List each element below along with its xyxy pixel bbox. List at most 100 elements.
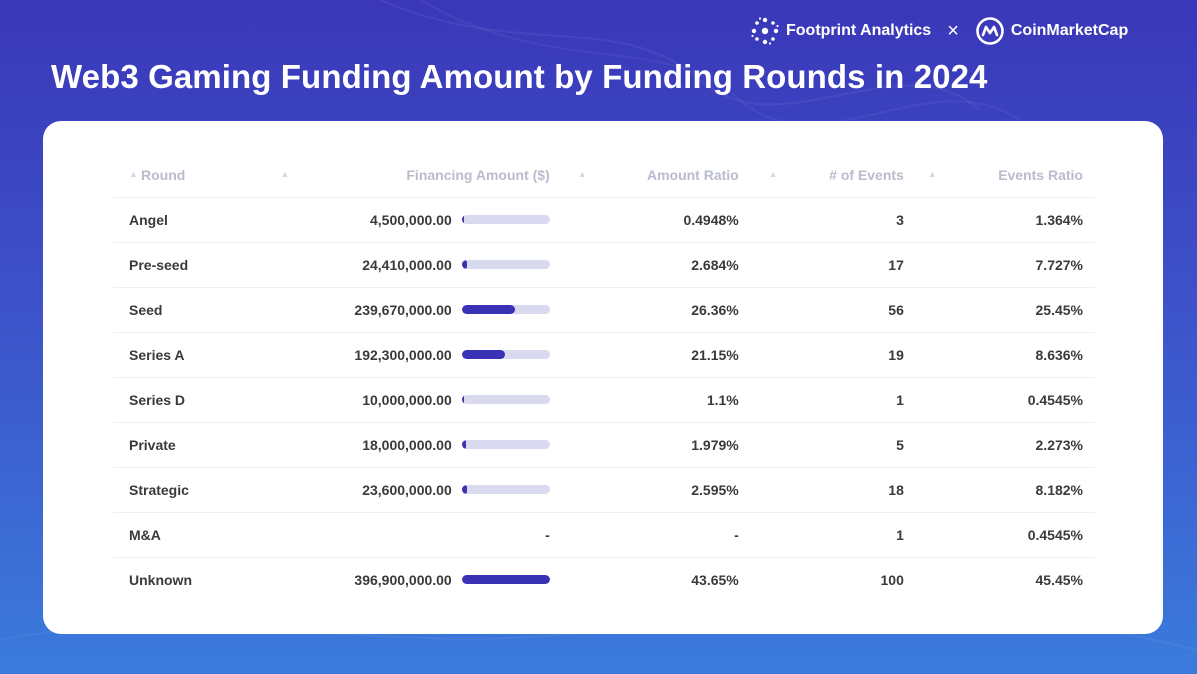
table-row: Private 18,000,000.00 1.979% 5 2.273%: [113, 421, 1095, 467]
amount-bar: [461, 485, 467, 494]
amount-value: 4,500,000.00: [369, 211, 452, 228]
amount-value: 23,600,000.00: [362, 481, 452, 498]
col-header-amount-ratio[interactable]: ▲ Amount Ratio: [562, 153, 751, 197]
col-header-events-ratio[interactable]: ▲ Events Ratio: [916, 153, 1095, 197]
amount-value: 239,670,000.00: [354, 301, 452, 318]
col-header-events-label: # of Events: [829, 166, 904, 183]
cell-events-ratio: 0.4545%: [915, 376, 1095, 422]
cell-amount-ratio: 2.595%: [561, 466, 751, 512]
table-row: Strategic 23,600,000.00 2.595% 18 8.182%: [113, 466, 1095, 512]
cell-events-ratio: 7.727%: [915, 241, 1095, 287]
sort-icon[interactable]: ▲: [577, 169, 587, 179]
amount-bar-track: [461, 305, 550, 314]
cell-financing-amount: 10,000,000.00: [272, 376, 562, 422]
cell-financing-amount: 23,600,000.00: [272, 466, 562, 512]
amount-value: 24,410,000.00: [362, 256, 452, 273]
table-row: Angel 4,500,000.00 0.4948% 3 1.364%: [113, 196, 1095, 242]
amount-bar-track: [461, 260, 550, 269]
amount-bar-track: [461, 350, 550, 359]
cell-round: Series A: [113, 331, 273, 377]
sort-icon[interactable]: ▲: [280, 169, 290, 179]
amount-bar: [461, 350, 505, 359]
table-body: Angel 4,500,000.00 0.4948% 3 1.364% Pre-seed 2…: [113, 196, 1095, 602]
cell-events: 1: [750, 376, 916, 422]
col-header-events-ratio-label: Events Ratio: [998, 166, 1083, 183]
cell-events-ratio: 25.45%: [915, 286, 1095, 332]
cell-events-ratio: 45.45%: [915, 556, 1095, 602]
amount-bar: [461, 440, 466, 449]
footprint-icon: [751, 17, 779, 45]
col-header-round-label: Round: [141, 166, 186, 183]
cell-round: M&A: [113, 511, 273, 557]
cell-financing-amount: 4,500,000.00: [272, 196, 562, 242]
amount-bar-track: [461, 440, 550, 449]
col-header-financing-amount[interactable]: ▲ Financing Amount ($): [272, 153, 561, 197]
amount-value: 192,300,000.00: [354, 346, 452, 363]
page-title: Web3 Gaming Funding Amount by Funding Ro…: [51, 58, 988, 95]
table-row: M&A - -1 0.4545%: [113, 511, 1095, 557]
cell-amount-ratio: -: [561, 511, 751, 557]
footprint-brand-name: Footprint Analytics: [786, 22, 932, 39]
cell-events-ratio: 8.182%: [915, 466, 1095, 512]
cell-round: Pre-seed: [113, 241, 273, 287]
cell-round: Strategic: [113, 466, 273, 512]
cell-events: 100: [750, 556, 916, 602]
cell-financing-amount: 24,410,000.00: [272, 241, 562, 287]
table-row: Unknown 396,900,000.00 43.65% 100 45.45%: [113, 556, 1095, 602]
col-header-amount-ratio-label: Amount Ratio: [646, 166, 739, 183]
amount-bar: [461, 575, 550, 585]
table-card: ▲ Round ▲ Financing Amount ($) ▲ Amount …: [43, 121, 1163, 634]
sort-icon[interactable]: ▲: [927, 169, 937, 179]
brand-separator: ×: [947, 19, 959, 42]
cell-round: Unknown: [113, 556, 273, 602]
coinmarketcap-icon: [976, 17, 1004, 45]
amount-bar-track: [461, 485, 550, 494]
table-header-row: ▲ Round ▲ Financing Amount ($) ▲ Amount …: [113, 153, 1095, 197]
footprint-logo: Footprint Analytics: [750, 16, 931, 46]
cell-financing-amount: 192,300,000.00: [272, 331, 562, 377]
amount-value: -: [545, 526, 550, 543]
cell-events: 19: [750, 331, 916, 377]
table-row: Pre-seed 24,410,000.00 2.684% 17 7.727%: [113, 241, 1095, 287]
cell-round: Private: [113, 421, 273, 467]
sort-icon[interactable]: ▲: [768, 169, 778, 179]
amount-bar-track: [461, 395, 550, 404]
cell-events: 1: [750, 511, 916, 557]
amount-bar: [461, 260, 467, 269]
cell-round: Angel: [113, 196, 273, 242]
sort-icon[interactable]: ▲: [129, 169, 138, 179]
col-header-events[interactable]: ▲ # of Events: [751, 153, 916, 197]
cell-events: 3: [750, 196, 916, 242]
cell-amount-ratio: 21.15%: [561, 331, 751, 377]
cell-amount-ratio: 2.684%: [561, 241, 751, 287]
cell-events-ratio: 0.4545%: [915, 511, 1095, 557]
cell-amount-ratio: 1.979%: [561, 421, 751, 467]
cell-financing-amount: 18,000,000.00: [272, 421, 562, 467]
cell-round: Seed: [113, 286, 273, 332]
col-header-financing-amount-label: Financing Amount ($): [406, 166, 550, 183]
cell-events: 5: [750, 421, 916, 467]
amount-bar: [461, 215, 464, 224]
cell-financing-amount: 396,900,000.00: [272, 556, 562, 602]
coinmarketcap-brand-name: CoinMarketCap: [1010, 22, 1129, 39]
amount-value: 18,000,000.00: [362, 436, 452, 453]
cell-events: 18: [750, 466, 916, 512]
cell-events: 17: [750, 241, 916, 287]
funding-table: ▲ Round ▲ Financing Amount ($) ▲ Amount …: [113, 153, 1095, 602]
table-row: Series A 192,300,000.00 21.15% 19 8.636%: [113, 331, 1095, 377]
amount-bar-track: [461, 215, 550, 224]
amount-bar: [461, 395, 464, 404]
coinmarketcap-logo: CoinMarketCap: [975, 16, 1128, 46]
cell-events-ratio: 2.273%: [915, 421, 1095, 467]
cell-financing-amount: -: [272, 511, 562, 557]
amount-bar: [461, 305, 515, 314]
amount-bar-track: [461, 575, 550, 585]
table-row: Seed 239,670,000.00 26.36% 56 25.45%: [113, 286, 1095, 332]
amount-value: 10,000,000.00: [362, 391, 452, 408]
cell-events-ratio: 8.636%: [915, 331, 1095, 377]
cell-amount-ratio: 1.1%: [561, 376, 751, 422]
cell-events-ratio: 1.364%: [915, 196, 1095, 242]
col-header-round[interactable]: ▲ Round: [113, 153, 272, 197]
cell-events: 56: [750, 286, 916, 332]
cell-amount-ratio: 43.65%: [561, 556, 751, 602]
